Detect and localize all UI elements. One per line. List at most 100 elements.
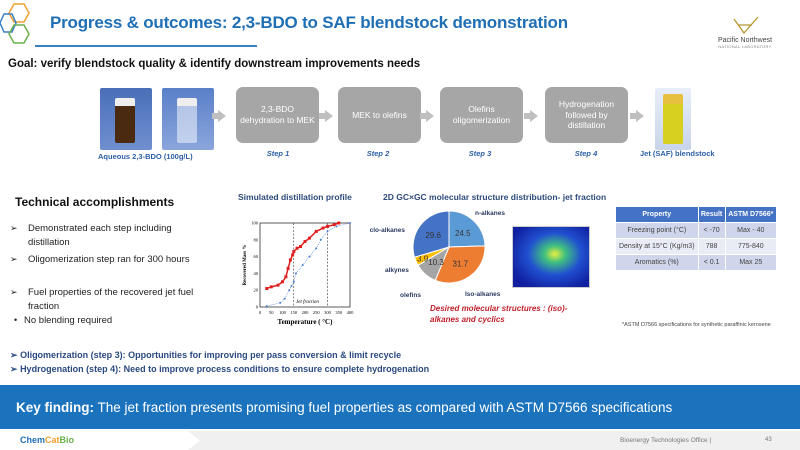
data-point <box>321 226 325 230</box>
table-footnote: *ASTM D7566 specifications for synthetic… <box>622 322 771 328</box>
data-point <box>291 253 295 257</box>
x-tick-label: 150 <box>290 310 298 315</box>
step-4-box: Hydrogenation followed by distillation <box>545 87 628 143</box>
pie-slice-n-alkanes <box>448 210 486 248</box>
page-title: Progress & outcomes: 2,3-BDO to SAF blen… <box>50 13 568 32</box>
data-point <box>284 275 288 279</box>
accomplishments-heading: Technical accomplishments <box>15 195 175 209</box>
data-point <box>265 305 268 308</box>
x-tick-label: 350 <box>335 310 343 315</box>
logo-name: Pacific Northwest <box>717 37 773 44</box>
table-header: Property <box>615 205 699 224</box>
footer-office: Bioenergy Technologies Office | <box>620 437 712 444</box>
pie-value-label: 31.7 <box>452 259 468 268</box>
x-tick-label: 50 <box>269 310 274 315</box>
accomplishment-item: ➢ Oligomerization step ran for 300 hours <box>10 254 190 265</box>
chemcatbio-brand: ChemCatBio <box>0 431 200 450</box>
data-point <box>315 247 318 250</box>
fuel-properties-table: Property Result ASTM D7566* Freezing point… <box>615 205 778 272</box>
y-tick-label: 40 <box>254 271 259 276</box>
data-point <box>286 266 290 270</box>
pie-category-label: Iso-alkanes <box>465 291 501 298</box>
data-point <box>326 224 329 228</box>
y-tick-label: 100 <box>251 221 259 226</box>
data-point <box>288 289 291 292</box>
footer-bar <box>0 431 800 450</box>
data-point <box>349 222 351 224</box>
data-point <box>281 280 284 284</box>
step-3-box: Olefins oligomerization <box>440 87 523 143</box>
data-point <box>299 245 302 249</box>
series-line-1 <box>266 222 351 307</box>
data-point <box>308 255 311 258</box>
accomplishment-subitem: • No blending required <box>14 315 113 326</box>
data-point <box>283 297 286 300</box>
y-tick-label: 80 <box>254 237 259 242</box>
pie-value-label: 24.5 <box>455 229 471 238</box>
bdo-feed-photo <box>100 88 152 150</box>
pie-category-label: Cyclo-alkanes <box>370 227 405 234</box>
arrow-icon <box>524 110 538 122</box>
pie-value-label: 10.3 <box>428 258 444 267</box>
distillation-chart-title: Simulated distillation profile <box>238 192 352 202</box>
pie-value-label: 29.6 <box>425 231 441 240</box>
arrow-icon <box>420 110 434 122</box>
arrow-icon <box>212 110 226 122</box>
data-point <box>303 239 307 243</box>
table-header: Result <box>697 205 726 224</box>
jet-fraction-annotation: Jet fraction <box>296 300 319 305</box>
series-line-0 <box>266 222 340 290</box>
distillation-chart: 0 50 100 150 200 250 300 350 400020406080100Jet … <box>243 221 355 327</box>
pnnl-logo: Pacific Northwest NATIONAL LABORATORY <box>705 15 785 49</box>
step-4-label: Step 4 <box>574 149 598 158</box>
hexagon-logo-icon <box>0 3 30 44</box>
data-point <box>265 287 269 291</box>
x-tick-label: 300 <box>324 310 332 315</box>
x-axis-label: Temperature ( °C) <box>278 318 334 326</box>
pie-category-label: alkynes <box>385 267 409 274</box>
pie-chart: 24.5 n-alkanes 31.7 Iso-alkanes 10.3 olefins 3… <box>370 210 505 299</box>
data-point <box>319 238 322 241</box>
data-point <box>335 225 338 228</box>
next-step-item: ➢ Oligomerization (step 3): Opportunitie… <box>10 350 402 360</box>
x-tick-label: 100 <box>279 310 287 315</box>
y-tick-label: 60 <box>254 254 259 259</box>
pie-category-label: n-alkanes <box>475 210 505 217</box>
data-point <box>301 264 304 266</box>
table-row: Aromatics (%) < 0.1 Max 25 <box>615 254 778 272</box>
y-tick-label: 20 <box>254 288 259 293</box>
step-2-box: MEK to olefins <box>338 87 421 143</box>
x-tick-label: 200 <box>302 310 310 315</box>
data-point <box>337 221 341 225</box>
y-tick-label: 0 <box>256 305 259 310</box>
jet-fuel-photo <box>655 88 691 150</box>
logo-sub: NATIONAL LABORATORY <box>718 44 772 49</box>
step-1-box: 2,3-BDO dehydration to MEK <box>236 87 319 143</box>
page-number: 43 <box>765 437 772 443</box>
data-point <box>288 258 292 262</box>
data-point <box>292 250 296 254</box>
clear-feed-photo <box>162 88 214 150</box>
step-3-label: Step 3 <box>468 149 492 158</box>
x-tick-label: 0 <box>259 310 262 315</box>
table-row: Freezing point (°C) < -70 Max - 40 <box>615 222 778 240</box>
step-2-label: Step 2 <box>366 149 390 158</box>
pie-annotation: Desired molecular structures : (iso)-alk… <box>430 304 568 324</box>
pie-value-label: 3.9 <box>417 255 429 264</box>
title-underline <box>35 45 257 47</box>
data-point <box>269 285 273 289</box>
step-1-label: Step 1 <box>266 149 290 158</box>
pnnl-logo-icon <box>733 16 759 35</box>
accomplishment-item: ➢ Fuel properties of the recovered jet fu… <box>10 287 194 312</box>
data-point <box>326 230 329 233</box>
data-point <box>295 272 297 275</box>
arrow-icon <box>319 110 333 122</box>
accomplishment-item: ➢ Demonstrated each step including distil… <box>10 223 172 248</box>
data-point <box>314 229 318 233</box>
data-point <box>295 246 299 250</box>
plot-frame <box>259 222 351 308</box>
x-tick-label: 400 <box>347 310 355 315</box>
next-step-item: ➢ Hydrogenation (step 4): Need to improv… <box>10 364 430 374</box>
arrow-icon <box>630 110 644 122</box>
data-point <box>276 283 280 287</box>
